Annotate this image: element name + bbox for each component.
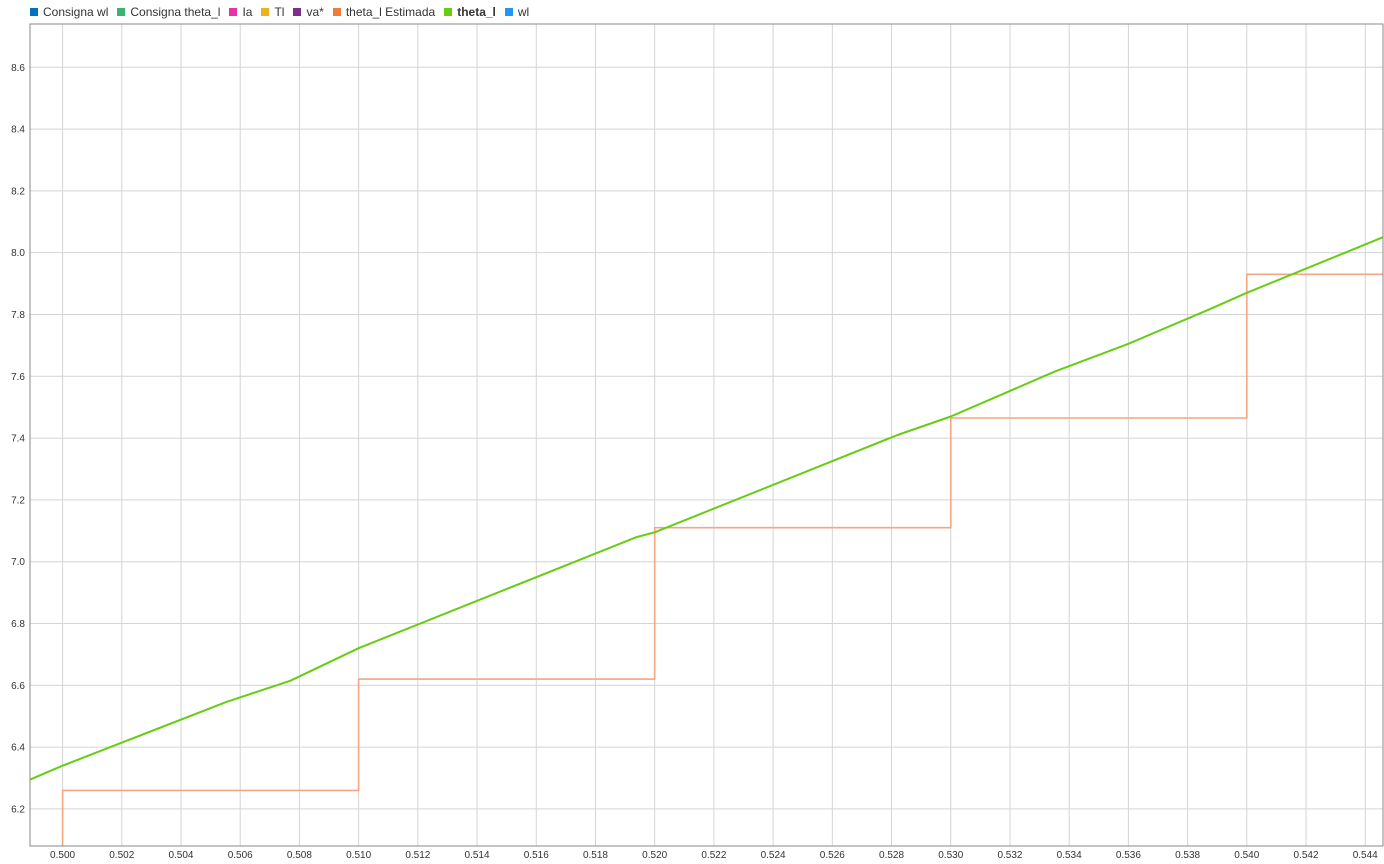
legend-swatch <box>293 8 302 16</box>
legend-swatch <box>117 8 126 16</box>
x-tick-label: 0.532 <box>997 850 1022 861</box>
legend: Consigna wl Consigna theta_l Ia Tl va* theta_… <box>0 0 1384 24</box>
x-tick-label: 0.536 <box>1116 850 1141 861</box>
legend-label: va* <box>306 5 324 19</box>
y-tick-label: 7.2 <box>11 495 25 506</box>
y-tick-label: 6.8 <box>11 619 25 630</box>
legend-label: wl <box>517 5 530 19</box>
legend-label: theta_l Estimada <box>345 5 436 19</box>
legend-swatch <box>30 8 38 16</box>
plot-frame <box>29 23 1384 847</box>
legend-swatch <box>332 8 341 16</box>
x-tick-label: 0.534 <box>1057 850 1082 861</box>
legend-swatch <box>261 8 270 16</box>
x-tick-label: 0.500 <box>50 850 75 861</box>
series-layer <box>29 236 1384 846</box>
legend-item[interactable]: theta_l <box>444 5 496 19</box>
legend-item[interactable]: theta_l Estimada <box>332 5 436 19</box>
y-tick-label: 7.4 <box>11 434 25 445</box>
legend-label: Ia <box>242 5 253 19</box>
x-tick-label: 0.504 <box>168 850 193 861</box>
series-line-theta_l-estimada <box>61 273 1383 846</box>
y-tick-label: 8.2 <box>11 186 25 197</box>
legend-label: Consigna theta_l <box>130 5 221 19</box>
y-tick-label: 6.4 <box>11 743 25 754</box>
x-tick-label: 0.510 <box>346 850 371 861</box>
y-tick-label: 7.8 <box>11 310 25 321</box>
y-tick-label: 7.6 <box>11 372 25 383</box>
x-tick-label: 0.508 <box>287 850 312 861</box>
legend-item[interactable]: Consigna wl <box>30 5 108 19</box>
legend-label: Tl <box>274 5 285 19</box>
legend-item[interactable]: Ia <box>229 5 252 19</box>
legend-swatch <box>504 8 513 16</box>
y-tick-label: 6.6 <box>11 681 25 692</box>
grid <box>30 24 1383 846</box>
x-tick-label: 0.518 <box>583 850 608 861</box>
x-tick-label: 0.512 <box>405 850 430 861</box>
legend-label: Consigna wl <box>43 5 109 19</box>
x-tick-label: 0.522 <box>701 850 726 861</box>
x-tick-label: 0.506 <box>228 850 253 861</box>
y-tick-label: 8.4 <box>11 125 25 136</box>
legend-item[interactable]: Tl <box>261 5 284 19</box>
x-tick-label: 0.524 <box>761 850 786 861</box>
y-tick-label: 6.2 <box>11 804 25 815</box>
legend-label: theta_l <box>457 5 496 19</box>
legend-item[interactable]: wl <box>504 5 530 19</box>
legend-item[interactable]: Consigna theta_l <box>117 5 220 19</box>
tick-labels: 0.500 0.502 0.504 0.506 0.508 0.510 0.512 0.514… <box>11 63 1378 861</box>
x-tick-label: 0.530 <box>938 850 963 861</box>
legend-swatch <box>444 8 453 16</box>
series-line-theta_l <box>29 236 1384 781</box>
x-tick-label: 0.528 <box>879 850 904 861</box>
x-tick-label: 0.544 <box>1353 850 1378 861</box>
x-tick-label: 0.538 <box>1175 850 1200 861</box>
legend-swatch <box>229 8 238 16</box>
x-tick-label: 0.540 <box>1234 850 1259 861</box>
x-tick-label: 0.516 <box>524 850 549 861</box>
x-tick-label: 0.526 <box>820 850 845 861</box>
x-tick-label: 0.514 <box>465 850 490 861</box>
y-tick-label: 7.0 <box>11 557 25 568</box>
x-tick-label: 0.542 <box>1294 850 1319 861</box>
y-tick-label: 8.0 <box>11 248 25 259</box>
legend-item[interactable]: va* <box>293 5 324 19</box>
y-tick-label: 8.6 <box>11 63 25 74</box>
x-tick-label: 0.502 <box>109 850 134 861</box>
x-tick-label: 0.520 <box>642 850 667 861</box>
